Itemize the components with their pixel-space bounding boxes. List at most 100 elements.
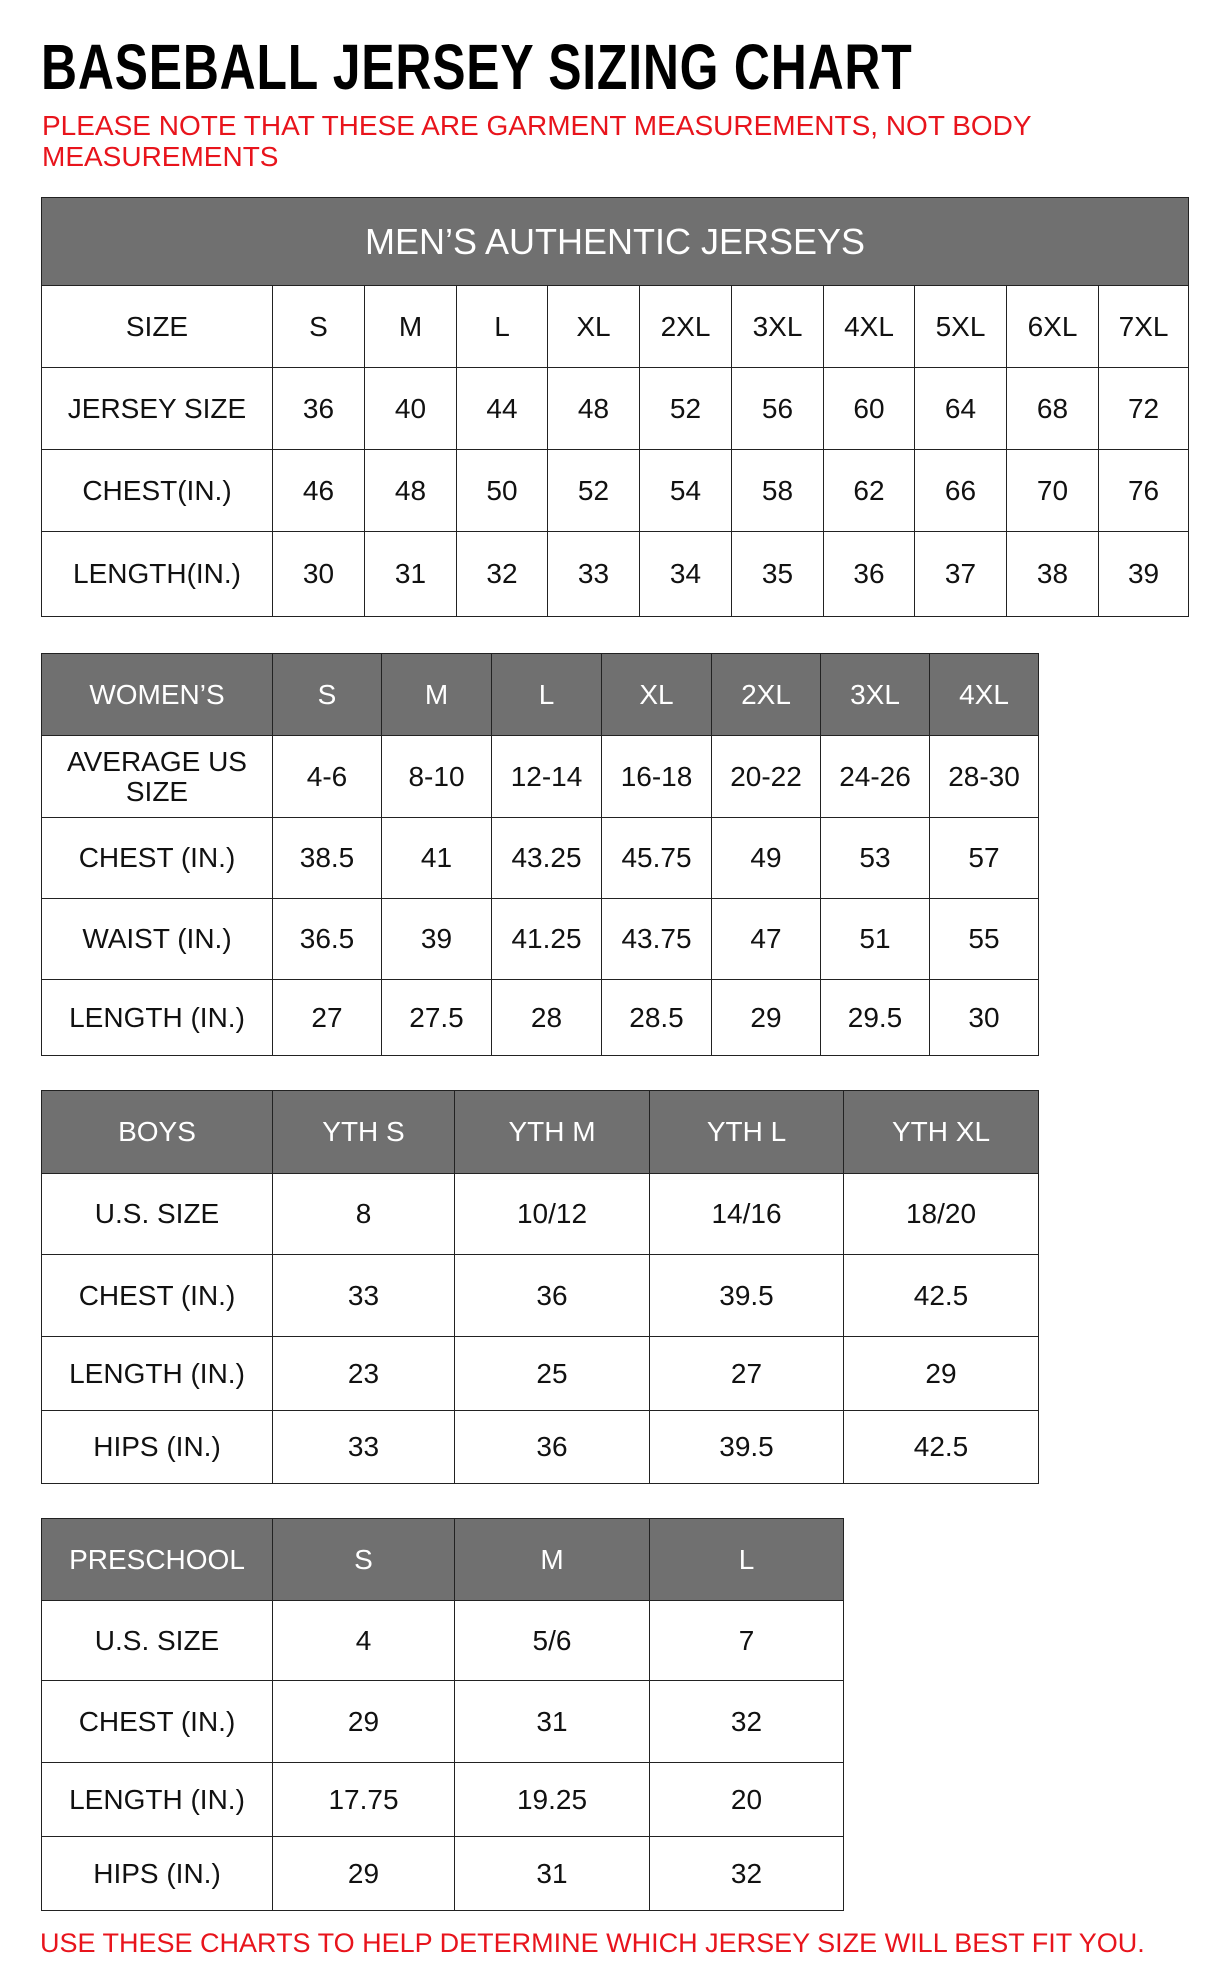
table-cell: 35 <box>731 531 824 617</box>
row-label: U.S. SIZE <box>41 1173 273 1255</box>
table-cell: 50 <box>456 449 548 532</box>
row-label: SIZE <box>41 285 273 368</box>
table-cell: 4-6 <box>272 735 382 818</box>
table-row: HIPS (IN.) 33 36 39.5 42.5 <box>41 1410 1039 1484</box>
table-title: BOYS <box>41 1090 273 1174</box>
table-cell: 36 <box>823 531 915 617</box>
column-header: 2XL <box>711 653 821 736</box>
row-label: CHEST(IN.) <box>41 449 273 532</box>
table-cell: 18/20 <box>843 1173 1039 1255</box>
table-row: JERSEY SIZE 36 40 44 48 52 56 60 64 68 72 <box>41 367 1190 450</box>
table-cell: 36.5 <box>272 898 382 980</box>
table-cell: 47 <box>711 898 821 980</box>
table-cell: 33 <box>547 531 640 617</box>
table-cell: 10/12 <box>454 1173 650 1255</box>
row-label: CHEST (IN.) <box>41 817 273 899</box>
table-cell: 8-10 <box>381 735 492 818</box>
table-cell: 32 <box>456 531 548 617</box>
table-row: HIPS (IN.) 29 31 32 <box>41 1836 844 1911</box>
row-label: CHEST (IN.) <box>41 1254 273 1337</box>
table-cell: 60 <box>823 367 915 450</box>
table-cell: S <box>272 285 365 368</box>
row-label: WAIST (IN.) <box>41 898 273 980</box>
table-cell: 27 <box>649 1336 844 1411</box>
table-title: WOMEN’S <box>41 653 273 736</box>
table-row: U.S. SIZE 8 10/12 14/16 18/20 <box>41 1173 1039 1255</box>
table-cell: 30 <box>929 979 1039 1056</box>
table-cell: 52 <box>547 449 640 532</box>
table-cell: 29 <box>272 1680 455 1763</box>
table-row: SIZE S M L XL 2XL 3XL 4XL 5XL 6XL 7XL <box>41 285 1190 368</box>
table-cell: 31 <box>454 1680 650 1763</box>
header-row: PRESCHOOL S M L <box>41 1518 844 1601</box>
table-row: LENGTH (IN.) 23 25 27 29 <box>41 1336 1039 1411</box>
column-header: 4XL <box>929 653 1039 736</box>
table-cell: 28.5 <box>601 979 712 1056</box>
table-cell: 20-22 <box>711 735 821 818</box>
table-cell: 7XL <box>1097 285 1190 368</box>
table-row: LENGTH(IN.) 30 31 32 33 34 35 36 37 38 39 <box>41 531 1190 617</box>
table-cell: 32 <box>649 1680 844 1763</box>
row-label: LENGTH (IN.) <box>41 979 273 1056</box>
table-cell: 16-18 <box>601 735 712 818</box>
table-cell: 3XL <box>731 285 824 368</box>
table-cell: 57 <box>929 817 1039 899</box>
table-cell: 29 <box>843 1336 1039 1411</box>
row-label: U.S. SIZE <box>41 1600 273 1681</box>
table-cell: 62 <box>823 449 915 532</box>
table-cell: 70 <box>1006 449 1099 532</box>
table-cell: 20 <box>649 1762 844 1837</box>
table-cell: 48 <box>547 367 640 450</box>
table-cell: 6XL <box>1006 285 1099 368</box>
footer-note: USE THESE CHARTS TO HELP DETERMINE WHICH… <box>40 1928 1145 1958</box>
row-label: LENGTH(IN.) <box>41 531 273 617</box>
table-cell: 39 <box>381 898 492 980</box>
table-row: CHEST (IN.) 33 36 39.5 42.5 <box>41 1254 1039 1337</box>
table-cell: 14/16 <box>649 1173 844 1255</box>
mens-size-table: MEN’S AUTHENTIC JERSEYS SIZE S M L XL 2XL 3XL 4X… <box>40 197 1190 617</box>
table-cell: 2XL <box>639 285 732 368</box>
womens-size-table: WOMEN’S S M L XL 2XL 3XL 4XL AVERAGE US SIZE 4-6 8… <box>41 653 1039 1056</box>
row-label: LENGTH (IN.) <box>41 1336 273 1411</box>
table-row: AVERAGE US SIZE 4-6 8-10 12-14 16-18 20-22 24-… <box>41 735 1039 818</box>
table-cell: 40 <box>364 367 457 450</box>
table-cell: 39 <box>1097 531 1190 617</box>
table-cell: 49 <box>711 817 821 899</box>
row-label: AVERAGE US SIZE <box>41 735 273 818</box>
column-header: M <box>381 653 492 736</box>
table-cell: 19.25 <box>454 1762 650 1837</box>
table-cell: 17.75 <box>272 1762 455 1837</box>
table-cell: 37 <box>914 531 1007 617</box>
table-cell: 68 <box>1006 367 1099 450</box>
table-cell: 44 <box>456 367 548 450</box>
table-cell: 41.25 <box>491 898 602 980</box>
column-header: YTH L <box>649 1090 844 1174</box>
garment-note: PLEASE NOTE THAT THESE ARE GARMENT MEASU… <box>42 110 1032 172</box>
row-label: JERSEY SIZE <box>41 367 273 450</box>
column-header: 3XL <box>820 653 930 736</box>
table-cell: 39.5 <box>649 1410 844 1484</box>
table-cell: 34 <box>639 531 732 617</box>
table-cell: 42.5 <box>843 1410 1039 1484</box>
table-cell: 31 <box>454 1836 650 1911</box>
row-label: LENGTH (IN.) <box>41 1762 273 1837</box>
row-label: CHEST (IN.) <box>41 1680 273 1763</box>
table-cell: 46 <box>272 449 365 532</box>
table-cell: 64 <box>914 367 1007 450</box>
column-header: L <box>649 1518 844 1601</box>
table-cell: 5XL <box>914 285 1007 368</box>
column-header: YTH M <box>454 1090 650 1174</box>
table-cell: L <box>456 285 548 368</box>
table-cell: 27 <box>272 979 382 1056</box>
table-cell: 38.5 <box>272 817 382 899</box>
table-cell: 42.5 <box>843 1254 1039 1337</box>
table-cell: 23 <box>272 1336 455 1411</box>
header-row: WOMEN’S S M L XL 2XL 3XL 4XL <box>41 653 1039 736</box>
table-row: CHEST(IN.) 46 48 50 52 54 58 62 66 70 76 <box>41 449 1190 532</box>
table-cell: 24-26 <box>820 735 930 818</box>
table-cell: 53 <box>820 817 930 899</box>
table-cell: 72 <box>1097 367 1190 450</box>
table-cell: 76 <box>1097 449 1190 532</box>
table-row: LENGTH (IN.) 27 27.5 28 28.5 29 29.5 30 <box>41 979 1039 1056</box>
preschool-size-table: PRESCHOOL S M L U.S. SIZE 4 5/6 7 CHEST (IN.) 29 3… <box>41 1518 844 1911</box>
